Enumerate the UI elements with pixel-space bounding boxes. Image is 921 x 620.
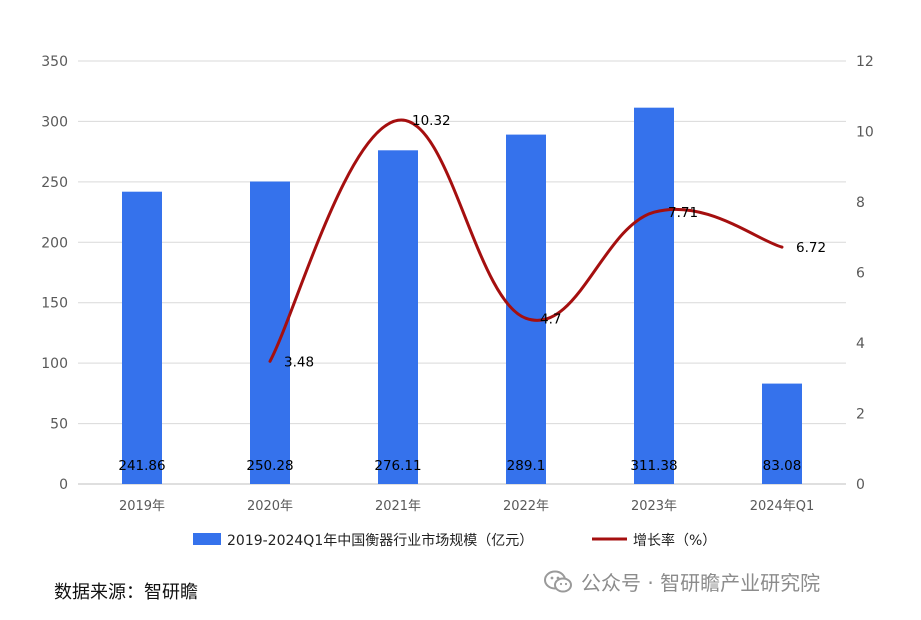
bar-data-label: 83.08 — [763, 458, 802, 474]
line-data-label: 7.71 — [668, 205, 698, 221]
bar — [762, 383, 802, 484]
bar-data-label: 241.86 — [118, 458, 165, 474]
right-y-tick-label: 6 — [856, 266, 865, 282]
bar-data-label: 250.28 — [246, 458, 293, 474]
bar-data-label: 276.11 — [374, 458, 421, 474]
bar — [378, 150, 418, 485]
growth-rate-line — [268, 118, 784, 363]
x-axis: 2019年 2020年 2021年 2022年 2023年 2024年Q1 — [119, 499, 814, 514]
left-y-tick-label: 100 — [41, 356, 68, 372]
left-y-tick-label: 250 — [41, 175, 68, 191]
left-y-tick-label: 50 — [50, 417, 68, 433]
bar — [634, 107, 674, 485]
line-data-label: 10.32 — [412, 113, 451, 129]
watermark: 公众号 · 智研瞻产业研究院 — [543, 567, 820, 596]
bar-data-label: 289.1 — [507, 458, 546, 474]
legend-bar-swatch — [193, 533, 221, 545]
left-y-tick-label: 0 — [59, 477, 68, 493]
watermark-text: 公众号 · 智研瞻产业研究院 — [581, 571, 821, 595]
legend-line-label: 增长率（%） — [633, 532, 716, 549]
wechat-icon — [544, 570, 572, 592]
right-y-tick-label: 10 — [856, 125, 874, 141]
legend: 2019-2024Q1年中国衡器行业市场规模（亿元） 增长率（%） — [193, 532, 716, 549]
data-source-note: 数据来源：智研瞻 — [54, 582, 198, 603]
x-tick-label: 2023年 — [631, 499, 677, 514]
gridlines — [78, 60, 846, 485]
right-y-tick-label: 12 — [856, 54, 874, 70]
x-tick-label: 2022年 — [503, 499, 549, 514]
right-y-axis: 0 2 4 6 8 10 12 — [856, 54, 874, 493]
legend-bar-label: 2019-2024Q1年中国衡器行业市场规模（亿元） — [227, 532, 533, 549]
left-y-axis: 0 50 100 150 200 250 300 350 — [41, 54, 68, 493]
bar-data-labels: 241.86 250.28 276.11 289.1 311.38 83.08 — [118, 458, 801, 474]
line-data-label: 4.7 — [540, 311, 561, 327]
left-y-tick-label: 200 — [41, 235, 68, 251]
left-y-tick-label: 150 — [41, 296, 68, 312]
x-tick-label: 2021年 — [375, 499, 421, 514]
right-y-tick-label: 4 — [856, 336, 865, 352]
bar-data-label: 311.38 — [630, 458, 677, 474]
right-y-tick-label: 0 — [856, 477, 865, 493]
x-tick-label: 2024年Q1 — [750, 499, 815, 514]
line-data-labels: 3.48 10.32 4.7 7.71 6.72 — [284, 113, 826, 370]
line-data-label: 3.48 — [284, 354, 314, 370]
bar — [122, 191, 162, 484]
left-y-tick-label: 300 — [41, 114, 68, 130]
bar-series — [122, 107, 802, 485]
left-y-tick-label: 350 — [41, 54, 68, 70]
line-data-label: 6.72 — [796, 240, 826, 256]
right-y-tick-label: 8 — [856, 195, 865, 211]
right-y-tick-label: 2 — [856, 407, 865, 423]
x-tick-label: 2020年 — [247, 499, 293, 514]
x-tick-label: 2019年 — [119, 499, 165, 514]
